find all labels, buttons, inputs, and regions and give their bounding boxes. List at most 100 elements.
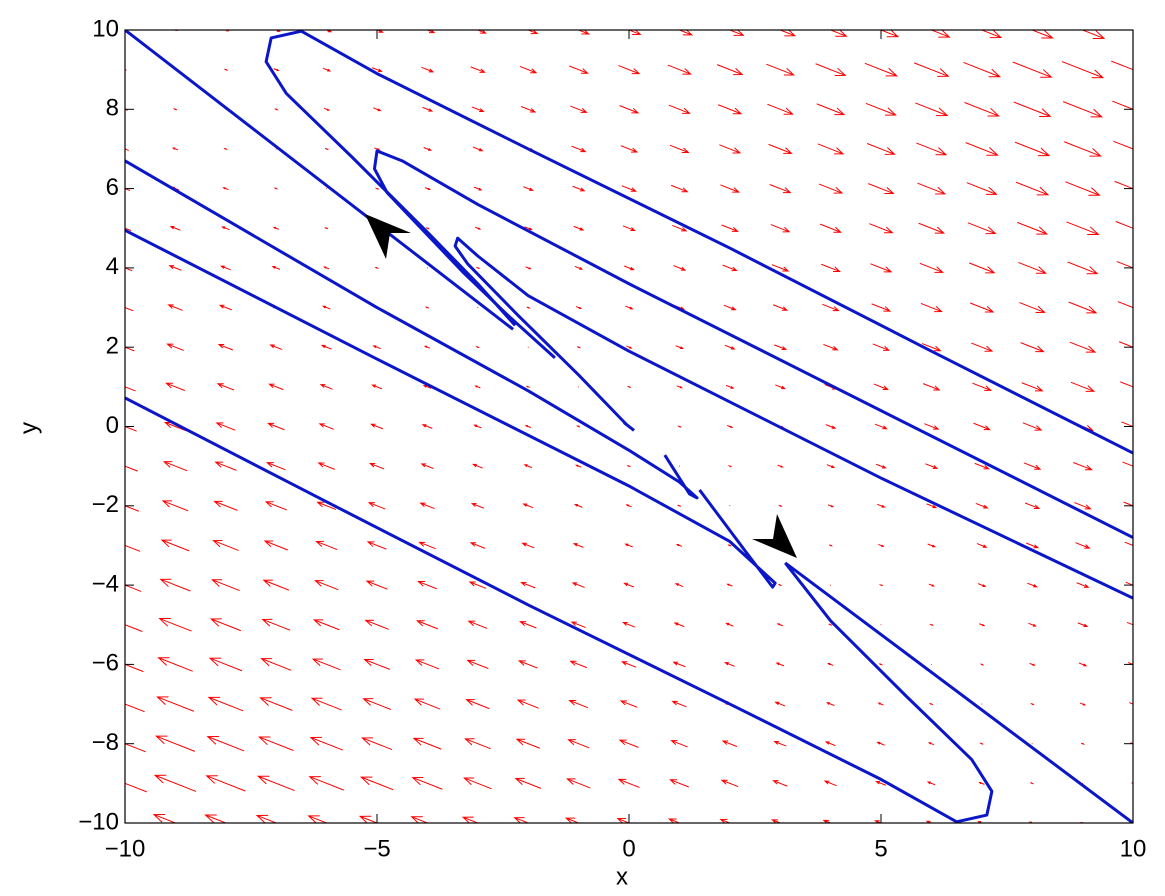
field-arrow (214, 461, 237, 471)
field-arrow (465, 699, 490, 709)
field-arrow (265, 462, 286, 471)
field-arrow (261, 618, 291, 631)
field-arrow (273, 68, 280, 72)
field-arrow (152, 814, 177, 823)
field-arrow (766, 63, 795, 76)
field-arrow (928, 583, 935, 587)
field-arrow (125, 227, 132, 231)
field-arrow (206, 736, 245, 752)
field-arrow (875, 463, 887, 469)
field-arrow (577, 30, 590, 35)
field-arrow (1073, 462, 1093, 471)
trajectories (125, 30, 1133, 823)
field-arrow (375, 187, 380, 190)
field-arrow (125, 584, 142, 592)
field-arrow (222, 187, 229, 190)
field-arrow (616, 818, 631, 823)
field-arrow (417, 581, 437, 590)
axes: −10 −5 0 5 10 −10 −8 −6 −4 −2 0 2 4 6 8 10 (78, 15, 1146, 862)
field-arrow (424, 187, 431, 190)
field-arrow (827, 504, 835, 508)
field-arrow (269, 344, 283, 350)
field-arrow (162, 461, 188, 472)
field-arrow (926, 503, 938, 509)
field-arrow (1062, 101, 1104, 118)
field-arrow (924, 423, 940, 430)
field-arrow (979, 623, 986, 627)
field-arrow (216, 383, 235, 391)
field-arrow (569, 65, 589, 74)
field-arrow (361, 737, 393, 750)
field-arrow (1012, 61, 1053, 78)
field-arrow (519, 66, 538, 74)
field-arrow (173, 108, 178, 111)
field-arrow (821, 263, 841, 272)
x-tick-label: 0 (622, 835, 635, 862)
trajectory (372, 149, 1133, 539)
field-arrow (158, 617, 192, 632)
field-arrow (817, 143, 845, 155)
field-arrow (157, 657, 193, 672)
field-arrow (323, 107, 331, 111)
field-arrow (371, 384, 383, 390)
field-arrow (516, 699, 539, 709)
field-arrow (667, 64, 692, 75)
field-arrow (256, 775, 295, 791)
field-arrow (268, 383, 284, 391)
field-arrow (572, 185, 586, 192)
field-arrow (771, 264, 790, 272)
x-tick-label: −10 (105, 835, 146, 862)
trajectory (125, 30, 1133, 823)
field-arrow (1068, 301, 1098, 314)
field-arrow (215, 422, 236, 431)
field-arrow (425, 306, 430, 309)
field-arrow (818, 183, 844, 194)
trajectory (125, 396, 994, 823)
field-arrow (1064, 141, 1102, 157)
field-arrow (322, 67, 332, 72)
field-arrow (125, 624, 143, 632)
field-arrow (473, 186, 483, 191)
field-arrow (673, 265, 687, 271)
field-arrow (575, 306, 583, 309)
field-arrow (318, 423, 334, 430)
field-arrow (963, 62, 1002, 78)
field-arrow (975, 503, 989, 509)
field-arrow (364, 619, 389, 630)
field-arrow (980, 30, 1003, 39)
field-arrow (772, 304, 789, 311)
field-arrow (314, 580, 339, 591)
field-arrow (1077, 622, 1089, 628)
field-arrow (1013, 101, 1052, 117)
field-arrow (171, 147, 179, 151)
field-arrow (125, 267, 133, 272)
field-arrow (564, 817, 580, 823)
field-arrow (923, 383, 941, 391)
field-arrow (915, 102, 949, 117)
field-arrow (728, 465, 733, 468)
field-arrow (368, 462, 385, 470)
field-arrow (473, 424, 482, 429)
field-arrow (772, 780, 788, 787)
field-arrow (525, 385, 530, 388)
field-arrow (523, 186, 534, 191)
field-arrow (669, 144, 690, 154)
field-arrow (125, 307, 134, 312)
field-arrow (1124, 541, 1133, 546)
field-arrow (1125, 581, 1133, 586)
field-arrow (1120, 381, 1133, 388)
field-arrow (372, 345, 381, 350)
field-arrow (623, 582, 635, 588)
field-arrow (273, 187, 278, 190)
field-arrow (573, 503, 583, 508)
field-arrow (365, 580, 388, 590)
field-arrow (720, 184, 741, 193)
y-tick-label: 8 (106, 95, 119, 122)
field-arrow (776, 623, 783, 627)
field-arrow (827, 663, 834, 666)
field-arrow (676, 385, 683, 389)
field-arrow (672, 225, 688, 232)
field-arrow (221, 226, 230, 231)
field-arrow (1061, 61, 1105, 79)
trajectory (125, 228, 777, 589)
